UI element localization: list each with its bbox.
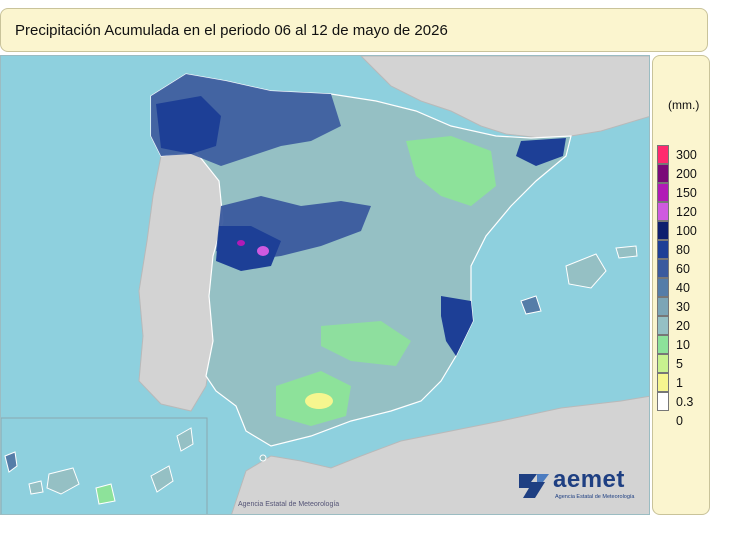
canary-island-5 bbox=[150, 465, 174, 493]
france-landmass bbox=[360, 56, 649, 139]
la-mancha-low-zone bbox=[321, 321, 411, 366]
precipitation-map bbox=[0, 55, 650, 515]
legend-item: 120 bbox=[653, 202, 711, 221]
legend-item: 1 bbox=[653, 373, 711, 392]
canary-island-3 bbox=[46, 467, 80, 495]
canary-island-4 bbox=[95, 483, 116, 505]
legend-swatch bbox=[657, 316, 669, 335]
legend-item: 100 bbox=[653, 221, 711, 240]
legend-label: 10 bbox=[676, 338, 690, 352]
legend-label: 0 bbox=[676, 414, 683, 428]
legend-item: 0.3 bbox=[653, 392, 711, 411]
legend-item: 30 bbox=[653, 297, 711, 316]
legend-item: 200 bbox=[653, 164, 711, 183]
legend-swatch bbox=[657, 183, 669, 202]
canary-island-1 bbox=[4, 451, 18, 473]
canary-inset-frame bbox=[1, 417, 208, 514]
legend-label: 150 bbox=[676, 186, 697, 200]
title-panel: Precipitación Acumulada en el periodo 06… bbox=[0, 8, 708, 52]
extreme-spot-2 bbox=[237, 240, 245, 246]
map-title: Precipitación Acumulada en el periodo 06… bbox=[15, 22, 448, 39]
galicia-heavy-zone bbox=[156, 96, 221, 154]
very-low-spot bbox=[305, 393, 333, 409]
legend-item: 150 bbox=[653, 183, 711, 202]
legend-label: 80 bbox=[676, 243, 690, 257]
legend-item: 0 bbox=[653, 411, 711, 430]
legend-item: 10 bbox=[653, 335, 711, 354]
menorca-island bbox=[615, 245, 638, 259]
legend-label: 40 bbox=[676, 281, 690, 295]
africa-landmass bbox=[231, 395, 649, 514]
legend-swatch bbox=[657, 164, 669, 183]
legend-label: 30 bbox=[676, 300, 690, 314]
legend-swatch bbox=[657, 221, 669, 240]
legend-label: 200 bbox=[676, 167, 697, 181]
legend-swatch bbox=[657, 373, 669, 392]
legend-label: 20 bbox=[676, 319, 690, 333]
map-credit: Agencia Estatal de Meteorología bbox=[238, 501, 340, 508]
catalonia-heavy-zone bbox=[516, 138, 566, 166]
aemet-logo-text: aemet bbox=[553, 466, 625, 493]
legend-item: 20 bbox=[653, 316, 711, 335]
legend-unit: (mm.) bbox=[668, 98, 700, 112]
legend-label: 0.3 bbox=[676, 395, 694, 409]
ebro-valley-low-zone bbox=[406, 136, 496, 206]
legend-swatch bbox=[657, 240, 669, 259]
west-heavy-zone bbox=[216, 226, 281, 271]
legend-item: 40 bbox=[653, 278, 711, 297]
legend-label: 100 bbox=[676, 224, 697, 238]
legend-item: 80 bbox=[653, 240, 711, 259]
legend-swatch bbox=[657, 145, 669, 164]
legend-swatch bbox=[657, 335, 669, 354]
legend-label: 300 bbox=[676, 148, 697, 162]
legend-item: 300 bbox=[653, 145, 711, 164]
legend-swatch bbox=[657, 354, 669, 373]
canary-island-2 bbox=[28, 480, 44, 495]
ibiza-island bbox=[520, 295, 542, 315]
legend-swatch bbox=[657, 259, 669, 278]
legend-label: 1 bbox=[676, 376, 683, 390]
legend-label: 120 bbox=[676, 205, 697, 219]
precipitation-legend: (mm.) 300 200 150 120 100 80 60 40 30 20 10 5 1 0.3 0 bbox=[652, 55, 710, 515]
legend-label: 5 bbox=[676, 357, 683, 371]
levante-heavy-zone bbox=[441, 296, 473, 356]
aemet-logo: aemet Agencia Estatal de Meteorología bbox=[517, 466, 637, 504]
legend-item: 60 bbox=[653, 259, 711, 278]
legend-swatch bbox=[657, 297, 669, 316]
extreme-spot bbox=[257, 246, 269, 256]
canary-island-6 bbox=[176, 427, 194, 452]
mallorca-island bbox=[565, 253, 607, 289]
map-svg bbox=[1, 56, 649, 514]
legend-swatch bbox=[657, 202, 669, 221]
legend-item: 5 bbox=[653, 354, 711, 373]
aemet-logo-subtitle: Agencia Estatal de Meteorología bbox=[555, 494, 635, 500]
legend-swatch bbox=[657, 392, 669, 411]
aemet-logo-icon bbox=[519, 474, 549, 498]
legend-swatch bbox=[657, 278, 669, 297]
legend-label: 60 bbox=[676, 262, 690, 276]
ceuta-spot bbox=[259, 454, 267, 462]
